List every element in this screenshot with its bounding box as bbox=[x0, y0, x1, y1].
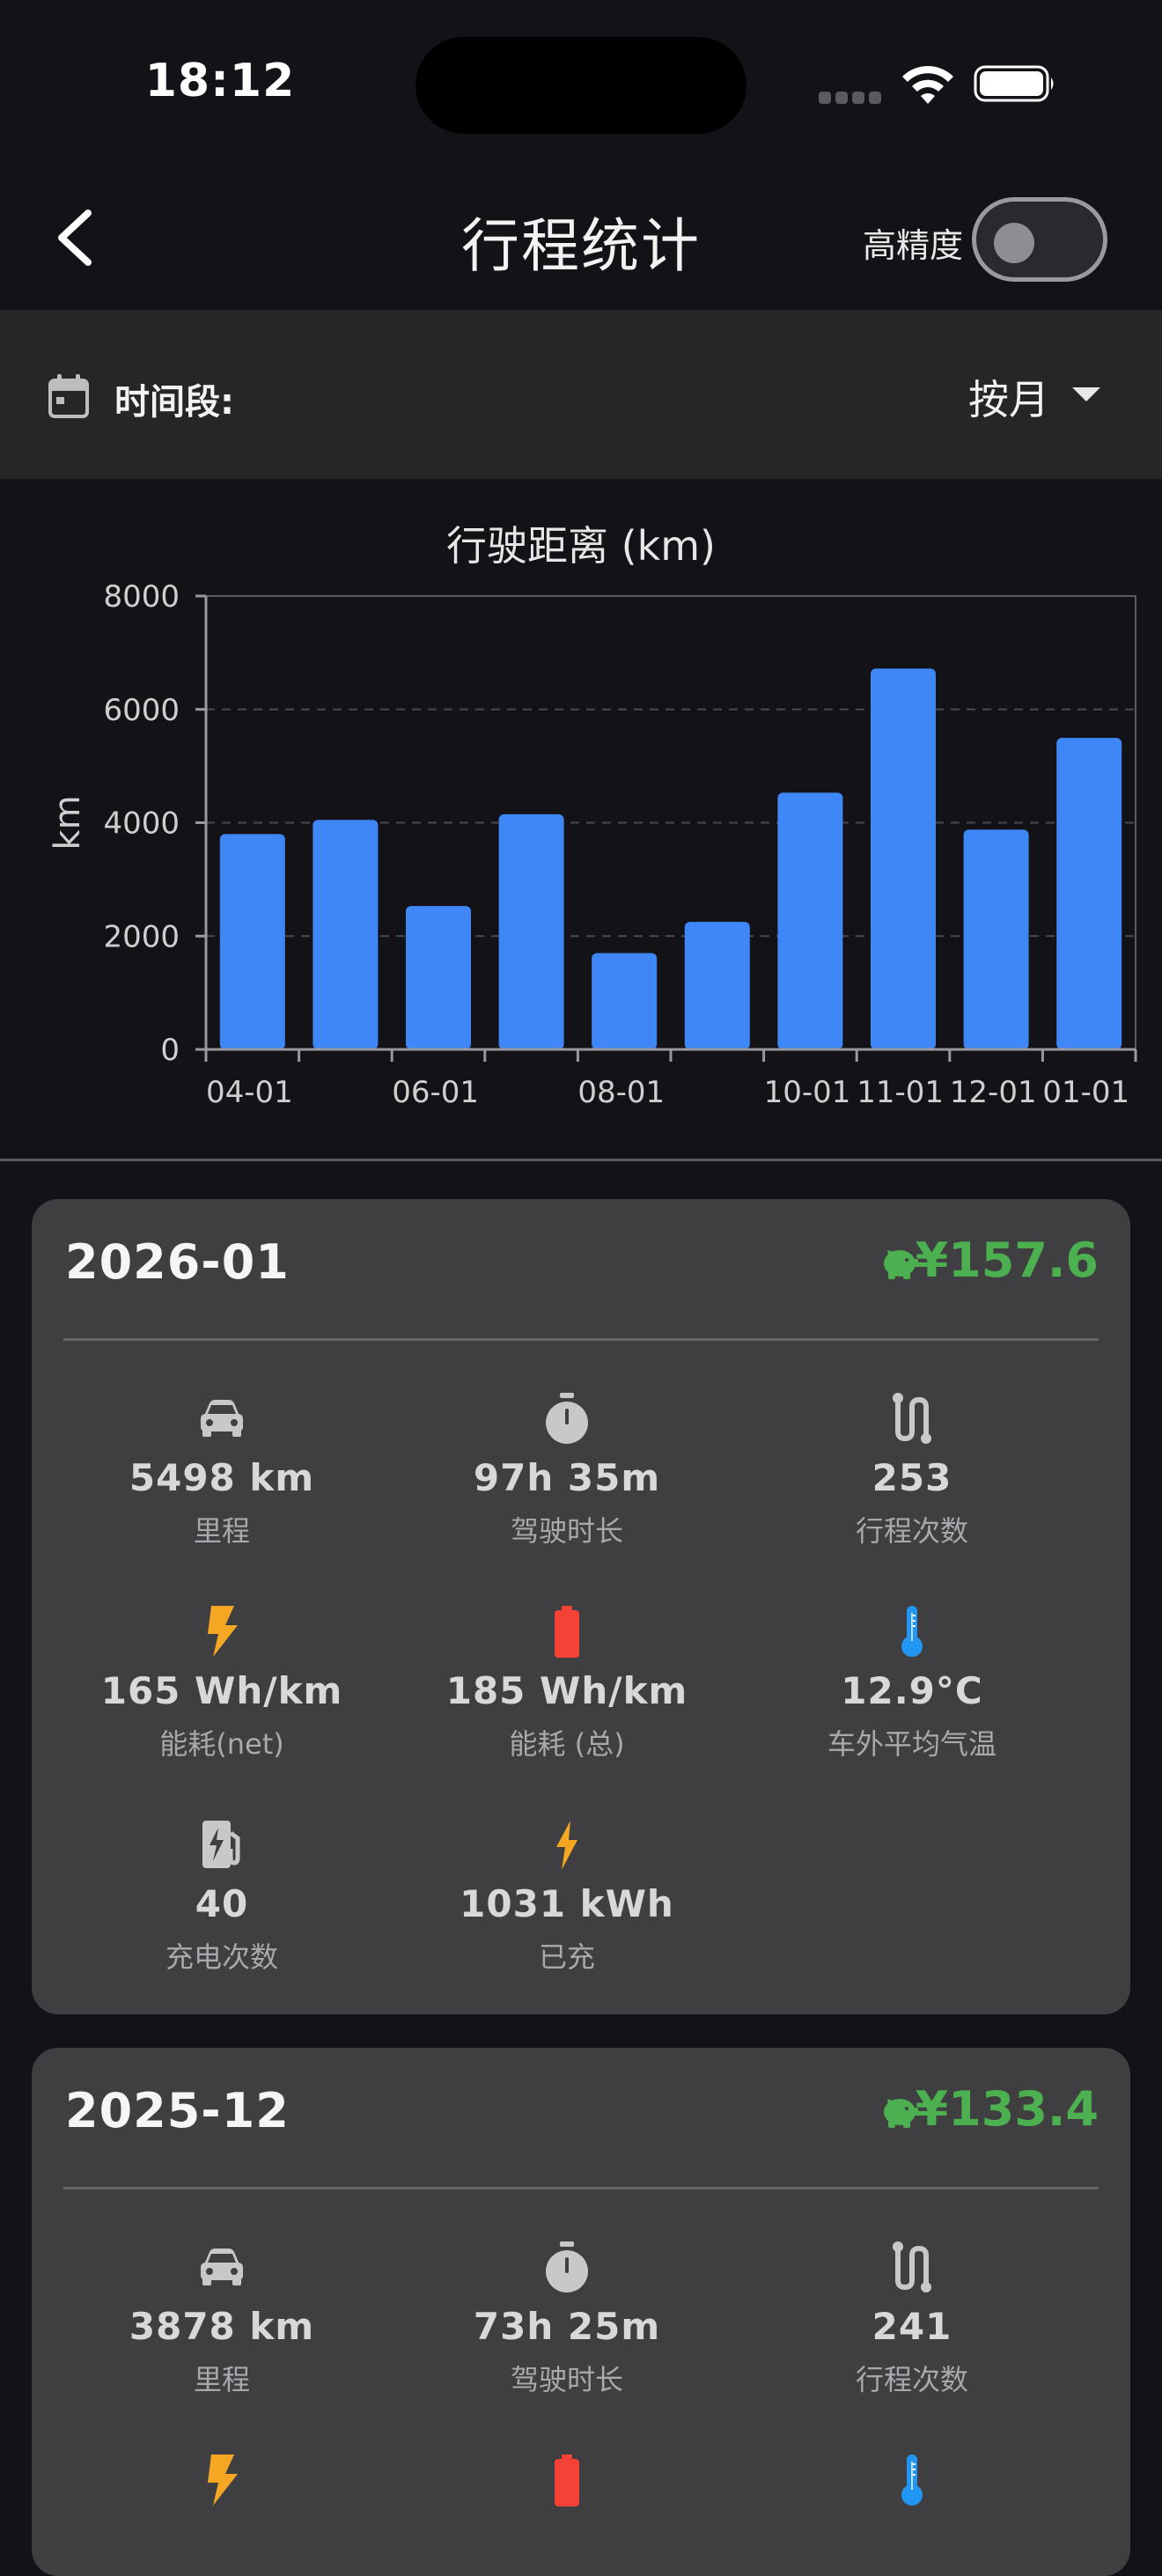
stat-value: 5498 km bbox=[129, 1456, 315, 1499]
stat-label: 已充 bbox=[538, 1940, 595, 1974]
distance-chart: 行驶距离 (km) 0 2000 4000 6000 8000 04-01 06-01 08-… bbox=[0, 479, 1162, 1157]
bar-2025-08 bbox=[592, 953, 658, 1049]
bar-2025-11 bbox=[871, 668, 936, 1049]
stat-value: 40 bbox=[195, 1882, 249, 1925]
stopwatch-icon bbox=[541, 2238, 593, 2296]
y-tick-label: 6000 bbox=[103, 693, 180, 728]
battery-status-icon bbox=[974, 65, 1054, 102]
period-label: 时间段: bbox=[114, 382, 234, 423]
stat-value: 97h 35m bbox=[473, 1456, 661, 1499]
stat-label: 行程次数 bbox=[855, 1514, 968, 1548]
y-tick-label: 8000 bbox=[103, 579, 180, 615]
month-card-2026-01[interactable]: 2026-01 ¥157.6 5498 km 里程 97h 35m 驾驶时长 bbox=[32, 1199, 1130, 2014]
stat-label: 能耗 (总) bbox=[509, 1727, 625, 1761]
chevron-left-icon bbox=[58, 210, 92, 266]
y-axis-label: km bbox=[48, 795, 88, 850]
charging-station-icon bbox=[195, 1815, 248, 1873]
stat-value: 241 bbox=[872, 2305, 952, 2348]
status-bar: 18:12 bbox=[0, 0, 1162, 167]
bar-2025-12 bbox=[963, 829, 1029, 1049]
card-cost: ¥133.4 bbox=[915, 2081, 1099, 2137]
stat-label: 里程 bbox=[193, 1514, 250, 1548]
page-title: 行程统计 bbox=[461, 212, 701, 280]
navigation-bar: 行程统计 高精度 bbox=[0, 167, 1162, 310]
toggle-knob bbox=[994, 223, 1034, 263]
x-tick-label: 10-01 bbox=[764, 1075, 851, 1110]
y-tick-label: 2000 bbox=[103, 919, 180, 954]
x-tick-label: 04-01 bbox=[206, 1075, 293, 1110]
y-tick-label: 0 bbox=[160, 1033, 180, 1068]
piggy-bank-icon bbox=[884, 1250, 918, 1279]
x-tick-label: 01-01 bbox=[1042, 1075, 1129, 1110]
stat-value: 185 Wh/km bbox=[445, 1669, 688, 1712]
card-divider bbox=[63, 1338, 1099, 1341]
stat-value: 253 bbox=[872, 1456, 952, 1499]
stat-label: 充电次数 bbox=[165, 1940, 278, 1974]
card-cost: ¥157.6 bbox=[915, 1233, 1099, 1288]
x-tick-label: 08-01 bbox=[577, 1075, 665, 1110]
x-tick-label: 12-01 bbox=[950, 1075, 1037, 1110]
cellular-signal-icon bbox=[819, 92, 882, 104]
bar-2025-05 bbox=[313, 820, 379, 1049]
stat-value: 73h 25m bbox=[473, 2305, 661, 2348]
stopwatch-icon bbox=[541, 1389, 593, 1447]
route-icon bbox=[886, 1389, 938, 1447]
x-tick-label: 06-01 bbox=[392, 1075, 479, 1110]
bolt-icon bbox=[195, 2451, 248, 2509]
bolt-icon bbox=[195, 1602, 248, 1660]
stat-label: 车外平均气温 bbox=[827, 1727, 997, 1761]
battery-icon bbox=[541, 1602, 593, 1660]
precision-label: 高精度 bbox=[863, 226, 964, 265]
dynamic-island bbox=[416, 37, 746, 134]
period-value: 按月 bbox=[968, 376, 1049, 423]
bar-2025-07 bbox=[498, 813, 564, 1049]
card-month: 2025-12 bbox=[65, 2083, 290, 2138]
status-time: 18:12 bbox=[144, 55, 296, 107]
thermometer-icon bbox=[886, 1602, 938, 1660]
piggy-bank-icon bbox=[884, 2099, 918, 2128]
divider bbox=[0, 1159, 1162, 1161]
route-icon bbox=[886, 2238, 938, 2296]
chart-title: 行驶距离 (km) bbox=[446, 522, 716, 570]
card-divider bbox=[63, 2187, 1099, 2190]
bar-2025-04 bbox=[219, 834, 285, 1049]
calendar-icon bbox=[48, 374, 89, 418]
stat-label: 驾驶时长 bbox=[510, 2363, 623, 2396]
precision-toggle[interactable] bbox=[972, 197, 1107, 282]
car-icon bbox=[195, 2238, 248, 2296]
chart-plot: 0 2000 4000 6000 8000 04-01 06-01 08-01 10-01 11-… bbox=[48, 579, 1137, 1110]
small-bolt-icon bbox=[541, 1815, 593, 1873]
wifi-icon bbox=[902, 65, 953, 104]
card-month: 2026-01 bbox=[65, 1234, 290, 1290]
period-bar: 时间段: 按月 bbox=[0, 310, 1162, 479]
back-button[interactable] bbox=[44, 202, 106, 273]
y-tick-label: 4000 bbox=[103, 806, 180, 842]
stat-label: 里程 bbox=[193, 2363, 250, 2396]
stat-label: 能耗(net) bbox=[159, 1727, 284, 1761]
bar-2025-06 bbox=[406, 906, 471, 1049]
thermometer-icon bbox=[886, 2451, 938, 2509]
stat-value: 3878 km bbox=[129, 2305, 315, 2348]
caret-down-icon bbox=[1072, 387, 1100, 401]
stat-value: 12.9°C bbox=[841, 1669, 983, 1712]
car-icon bbox=[195, 1389, 248, 1447]
bar-2025-09 bbox=[684, 922, 750, 1049]
battery-icon bbox=[541, 2451, 593, 2509]
bar-2026-01 bbox=[1056, 738, 1122, 1049]
stat-value: 165 Wh/km bbox=[100, 1669, 343, 1712]
x-tick-label: 11-01 bbox=[857, 1075, 944, 1110]
stat-label: 驾驶时长 bbox=[510, 1514, 623, 1548]
stat-value: 1031 kWh bbox=[460, 1882, 674, 1925]
stat-label: 行程次数 bbox=[855, 2363, 968, 2396]
bar-2025-10 bbox=[777, 792, 843, 1049]
month-card-2025-12[interactable]: 2025-12 ¥133.4 3878 km 里程 73h 25m 驾驶时长 bbox=[32, 2048, 1130, 2576]
